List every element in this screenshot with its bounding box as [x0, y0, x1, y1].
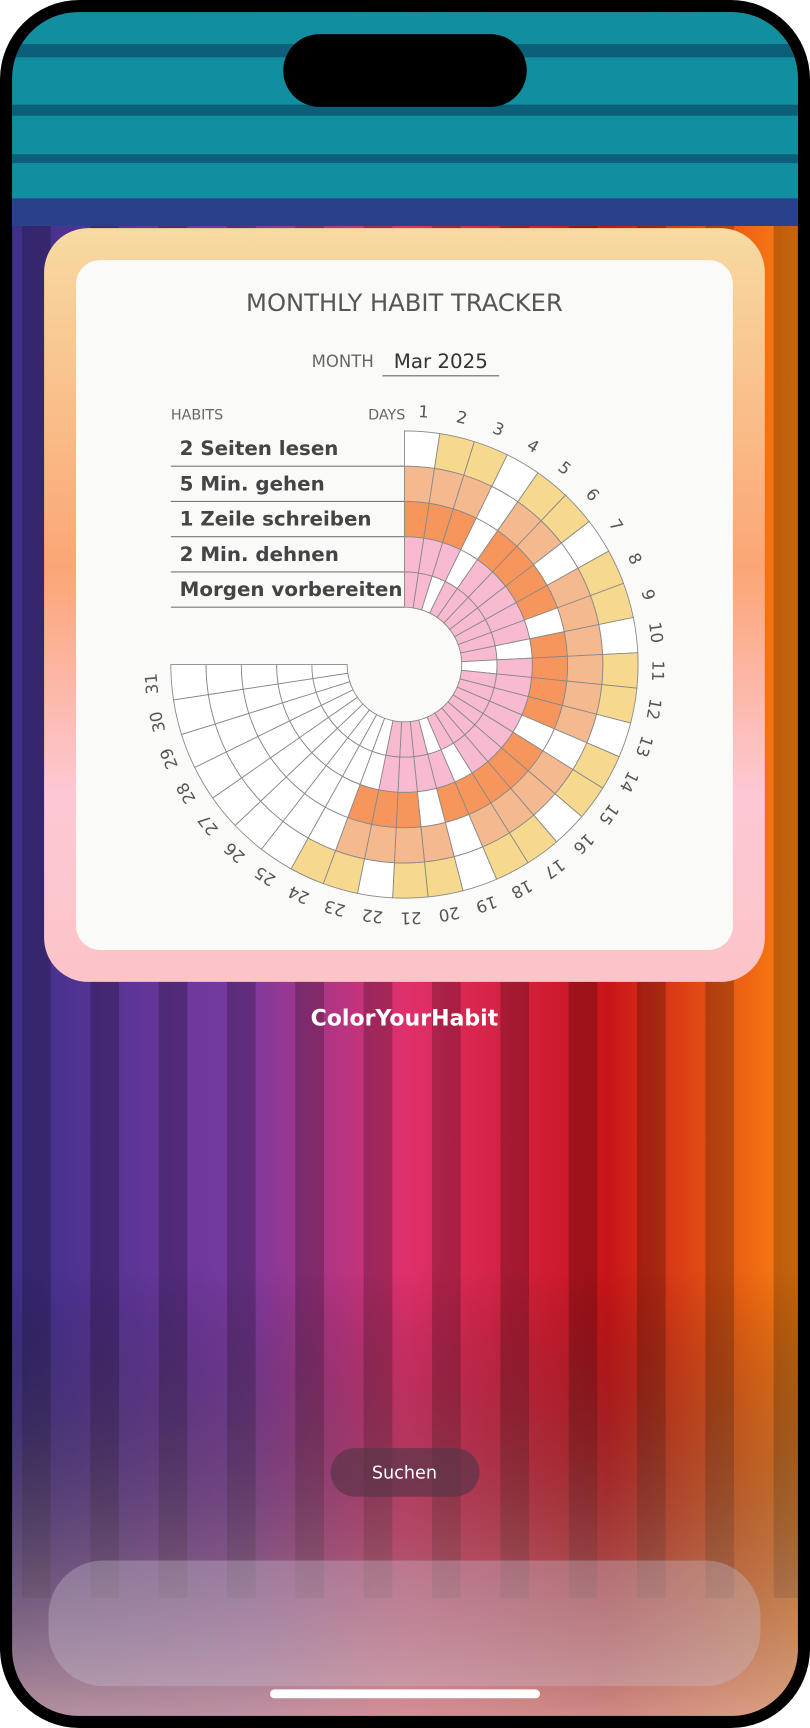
habit-name[interactable]: 5 Min. gehen: [180, 472, 325, 495]
home-indicator[interactable]: [270, 1689, 540, 1699]
day-number: 12: [643, 697, 665, 721]
search-button[interactable]: [330, 1448, 480, 1497]
habit-cell[interactable]: [205, 664, 244, 696]
habit-cell[interactable]: [392, 861, 429, 899]
habit-cell[interactable]: [311, 664, 349, 680]
search-button-label[interactable]: Suchen: [372, 1463, 437, 1483]
days-label: DAYS: [368, 407, 405, 423]
day-number: 11: [648, 660, 668, 681]
habit-name[interactable]: Morgen vorbereiten: [180, 578, 403, 601]
habit-cell[interactable]: [397, 756, 418, 793]
day-number: 20: [437, 903, 461, 925]
day-number: 22: [361, 905, 384, 927]
day-number: 2: [454, 407, 469, 428]
day-number: 31: [142, 673, 163, 695]
day-number: 1: [418, 402, 430, 422]
app-name[interactable]: ColorYourHabit: [311, 1006, 499, 1031]
day-number: 10: [645, 621, 667, 644]
habit-name[interactable]: 2 Seiten lesen: [180, 437, 339, 460]
habit-cell[interactable]: [395, 791, 422, 829]
dock: [48, 1560, 761, 1687]
dynamic-island: [283, 34, 527, 107]
habit-cell[interactable]: [404, 430, 441, 469]
habit-name[interactable]: 2 Min. dehnen: [180, 543, 339, 566]
tracker-title: MONTHLY HABIT TRACKER: [246, 288, 563, 317]
day-number: 9: [637, 587, 658, 602]
habit-cell[interactable]: [531, 655, 568, 682]
habit-name[interactable]: 1 Zeile schreiben: [180, 508, 372, 531]
habit-cell[interactable]: [601, 652, 639, 689]
habit-cell[interactable]: [566, 654, 604, 686]
day-number: 21: [400, 908, 421, 928]
habit-cell[interactable]: [393, 826, 426, 864]
habit-cell[interactable]: [598, 616, 639, 655]
habits-label: HABITS: [171, 407, 223, 423]
month-label: MONTH: [312, 352, 374, 371]
day-number: 30: [146, 709, 169, 734]
habit-cell[interactable]: [170, 664, 209, 701]
month-value: Mar 2025: [394, 350, 488, 373]
